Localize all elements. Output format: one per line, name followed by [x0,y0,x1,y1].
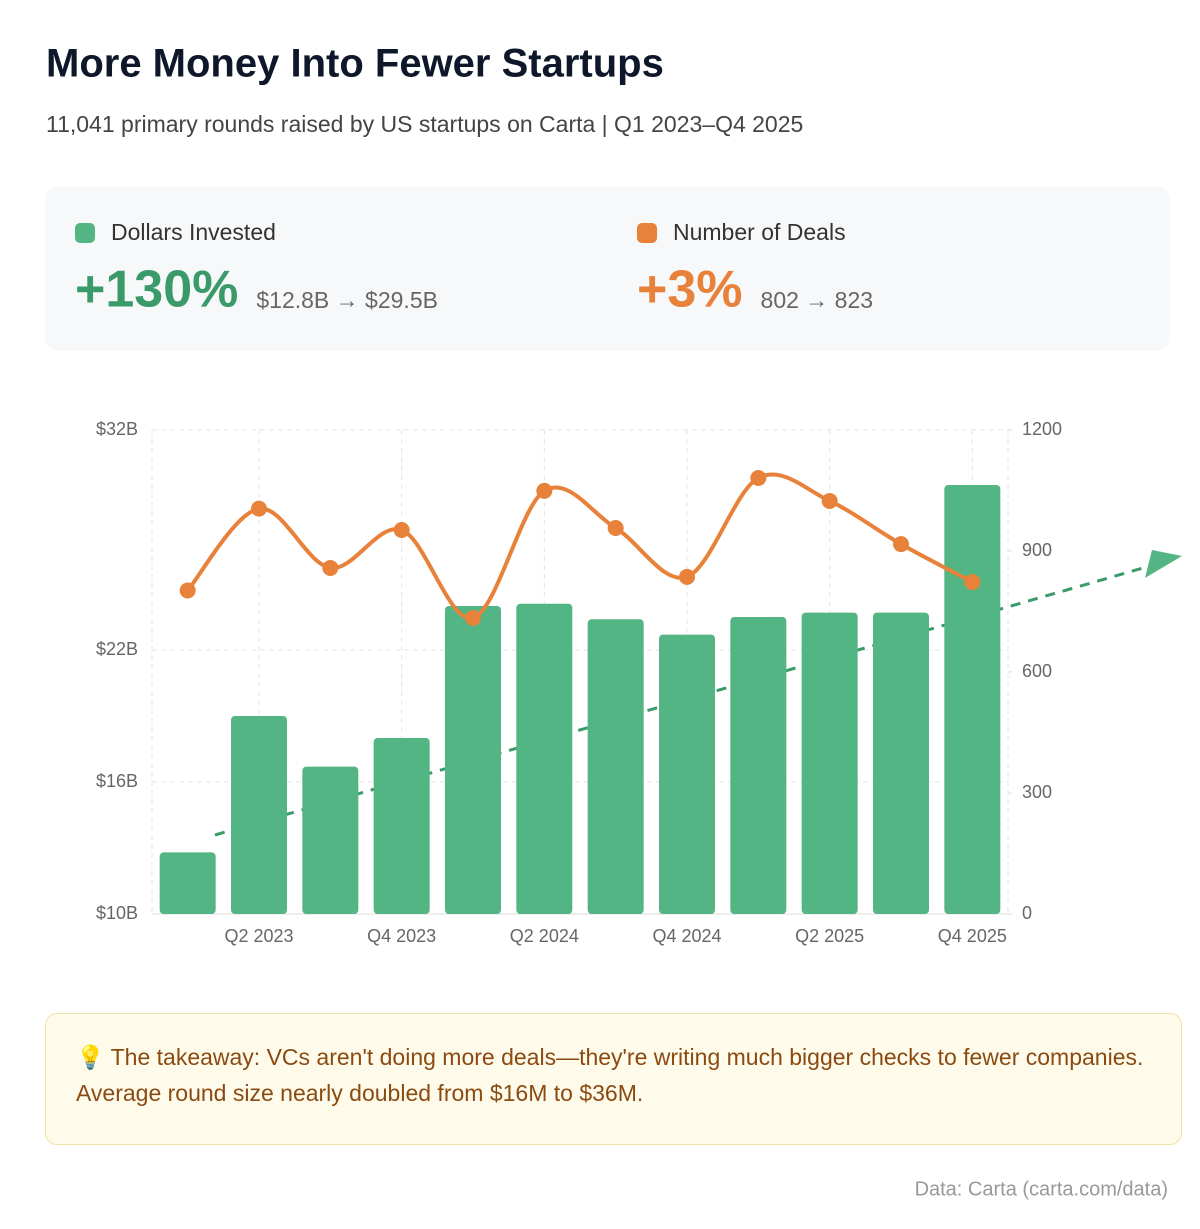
legend-swatch [637,223,657,243]
change-value: +3% [637,261,743,319]
bar [445,606,501,914]
change-value: +130% [75,261,238,319]
point [893,536,909,553]
bar [873,612,929,914]
bar [587,619,644,914]
point [964,574,981,591]
chart-subtitle: 11,041 primary rounds raised by US start… [46,111,803,137]
point [251,500,267,517]
point [750,469,767,486]
y-tick-label: $16B [96,771,138,791]
point [179,582,196,599]
bar [801,612,858,914]
trend-arrow [1145,550,1182,578]
x-tick-label: Q2 2025 [795,926,864,946]
x-tick-label: Q2 2023 [224,926,293,946]
bar [373,738,430,914]
bar [302,766,359,914]
point [536,482,553,499]
summary-card [45,186,1170,351]
change-detail: $12.8B → $29.5B [256,287,438,313]
y-tick-label: $32B [96,419,138,439]
x-tick-label: Q2 2024 [510,926,579,946]
line [186,472,974,620]
bar [159,852,216,914]
point [679,568,695,585]
bar [944,485,1001,914]
point [821,492,838,509]
bar [659,634,715,914]
y-tick-label: $10B [96,903,138,923]
legend-swatch [75,223,95,243]
y2-tick-label: 0 [1022,903,1032,923]
point [322,559,339,576]
bar [730,617,787,914]
y2-tick-label: 600 [1022,661,1052,681]
legend-label: Number of Deals [673,219,846,245]
x-tick-label: Q4 2023 [367,926,436,946]
source: Data: Carta (carta.com/data) [915,1178,1168,1200]
bar [231,716,287,914]
bar [516,603,573,914]
x-tick-label: Q4 2025 [938,926,1007,946]
chart-title: More Money Into Fewer Startups [46,42,664,86]
y2-tick-label: 1200 [1022,419,1062,439]
point [607,520,624,537]
y-tick-label: $22B [96,639,138,659]
change-detail: 802 → 823 [761,287,874,313]
y2-tick-label: 900 [1022,540,1052,560]
y2-tick-label: 300 [1022,782,1052,802]
takeaway: 💡 The takeaway: VCs aren't doing more de… [45,1013,1182,1145]
point [465,609,481,626]
x-tick-label: Q4 2024 [652,926,721,946]
point [393,522,410,539]
legend-label: Dollars Invested [111,219,276,245]
